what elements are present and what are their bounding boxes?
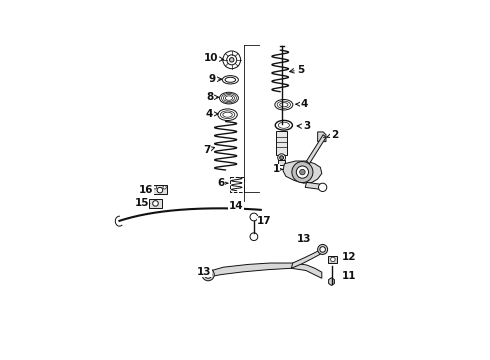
Circle shape <box>163 186 166 189</box>
Circle shape <box>227 55 237 65</box>
Text: 2: 2 <box>327 130 338 140</box>
Ellipse shape <box>220 92 238 104</box>
Text: 16: 16 <box>139 185 153 194</box>
Circle shape <box>204 271 212 278</box>
Ellipse shape <box>275 99 293 110</box>
Polygon shape <box>207 263 322 278</box>
Text: 8: 8 <box>206 92 219 102</box>
Circle shape <box>206 273 210 276</box>
Text: 6: 6 <box>217 178 228 188</box>
Text: 4: 4 <box>206 109 218 119</box>
Polygon shape <box>283 161 322 183</box>
Text: 9: 9 <box>208 74 222 84</box>
Polygon shape <box>292 248 323 268</box>
Text: 17: 17 <box>257 216 272 226</box>
Circle shape <box>223 51 241 69</box>
Circle shape <box>320 247 325 252</box>
Ellipse shape <box>222 76 238 84</box>
Circle shape <box>153 201 158 206</box>
Ellipse shape <box>225 77 236 82</box>
Text: 11: 11 <box>343 271 357 281</box>
FancyBboxPatch shape <box>149 199 162 208</box>
Text: 13: 13 <box>297 234 312 244</box>
Polygon shape <box>305 183 323 190</box>
Text: 15: 15 <box>134 198 149 208</box>
Circle shape <box>292 162 313 183</box>
Polygon shape <box>329 278 334 285</box>
Circle shape <box>229 58 234 62</box>
Circle shape <box>250 213 258 221</box>
Circle shape <box>280 156 284 159</box>
Circle shape <box>318 244 328 255</box>
Circle shape <box>250 233 258 240</box>
Text: 4: 4 <box>296 99 308 109</box>
Polygon shape <box>307 135 326 164</box>
Circle shape <box>296 166 309 178</box>
Text: 5: 5 <box>290 64 305 75</box>
Ellipse shape <box>275 120 293 130</box>
Circle shape <box>278 154 286 162</box>
Polygon shape <box>318 132 326 141</box>
Text: 13: 13 <box>197 267 211 277</box>
FancyBboxPatch shape <box>278 159 286 165</box>
Text: 3: 3 <box>297 121 310 131</box>
Circle shape <box>202 269 214 281</box>
Text: 12: 12 <box>343 252 357 262</box>
FancyBboxPatch shape <box>153 185 167 194</box>
Text: 7: 7 <box>203 145 215 155</box>
Circle shape <box>331 257 335 262</box>
FancyBboxPatch shape <box>328 256 337 263</box>
Ellipse shape <box>218 109 237 121</box>
Circle shape <box>153 186 157 189</box>
FancyBboxPatch shape <box>276 131 287 155</box>
Circle shape <box>318 183 327 192</box>
Text: 14: 14 <box>228 201 243 211</box>
Text: 1: 1 <box>272 164 283 174</box>
Text: 10: 10 <box>204 53 224 63</box>
Circle shape <box>157 187 163 193</box>
Circle shape <box>300 169 305 175</box>
